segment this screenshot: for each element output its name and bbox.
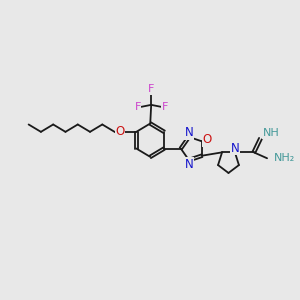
- Text: O: O: [202, 133, 212, 146]
- Text: F: F: [148, 84, 154, 94]
- Text: NH₂: NH₂: [274, 153, 295, 163]
- Text: O: O: [115, 125, 124, 138]
- Text: F: F: [162, 102, 168, 112]
- Text: N: N: [231, 142, 239, 154]
- Text: F: F: [134, 102, 141, 112]
- Text: NH: NH: [263, 128, 280, 138]
- Text: N: N: [184, 158, 193, 171]
- Text: N: N: [184, 126, 193, 139]
